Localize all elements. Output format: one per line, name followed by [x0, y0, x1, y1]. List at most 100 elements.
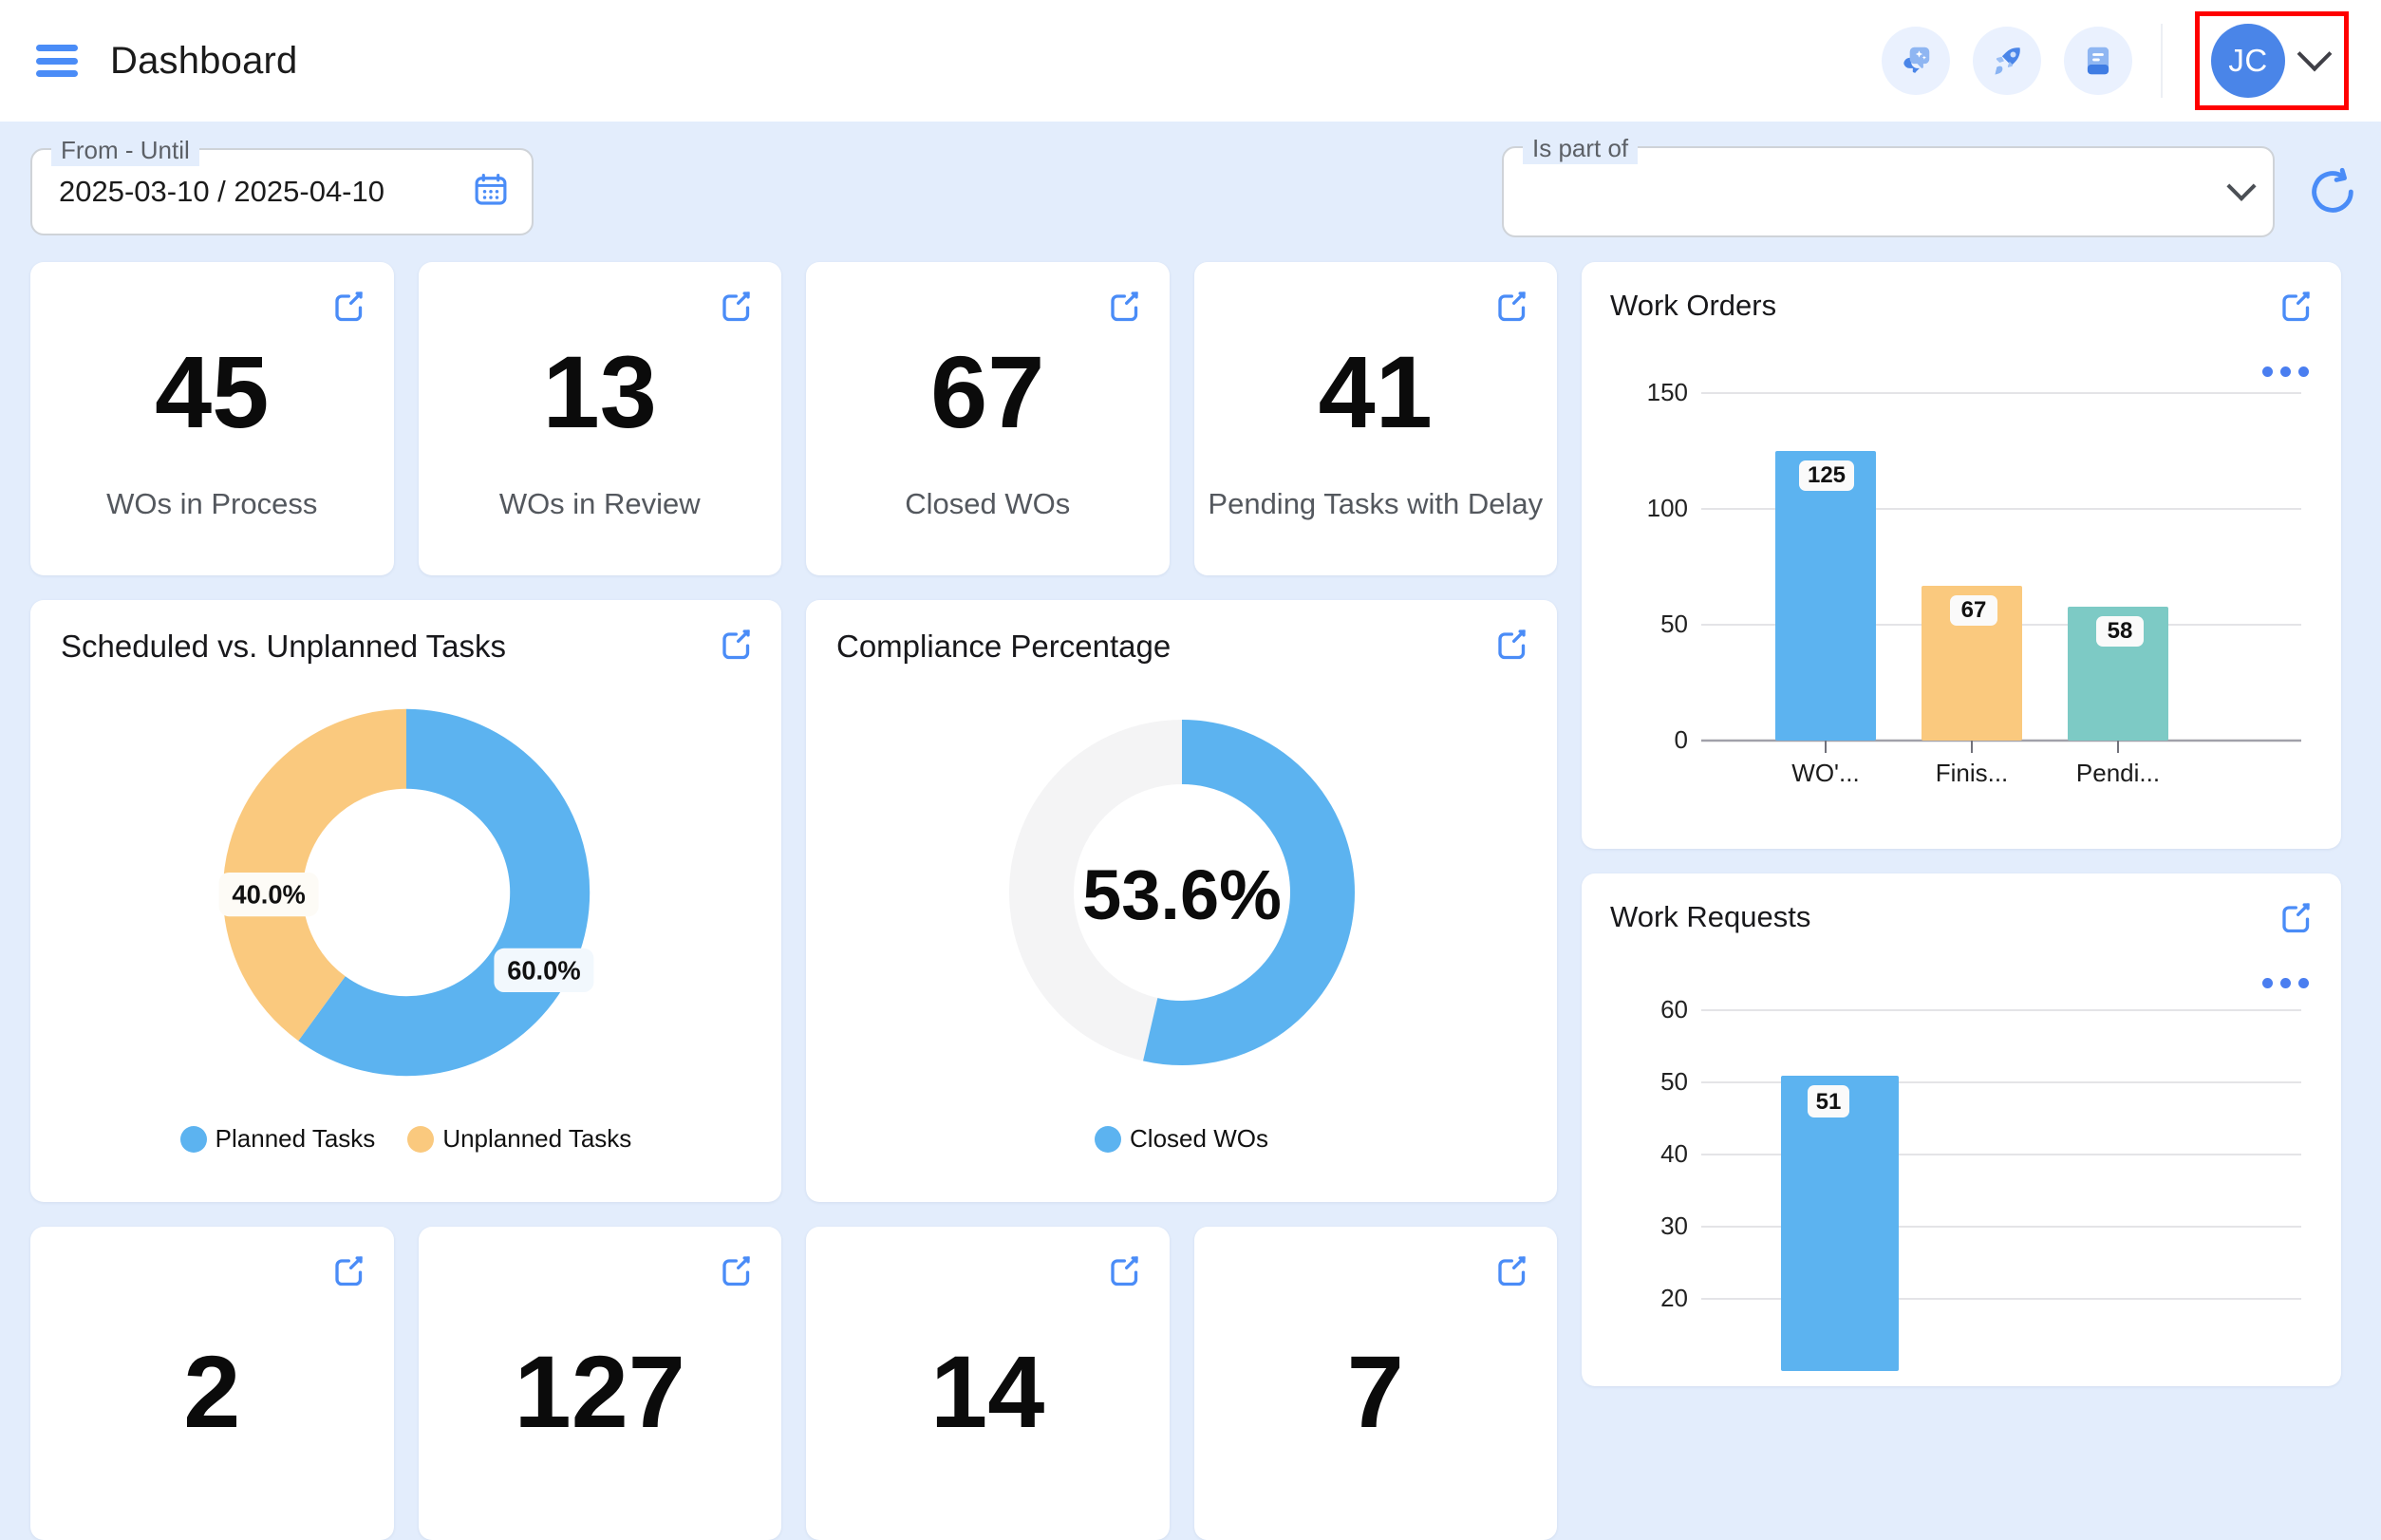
kpi-value: 7	[1346, 1334, 1404, 1449]
hamburger-bar	[36, 45, 78, 51]
svg-text:67: 67	[1961, 597, 1987, 623]
open-external-icon[interactable]	[1105, 287, 1143, 329]
kpi-card[interactable]: 14	[806, 1227, 1170, 1540]
bar-value-label: 125	[1799, 460, 1854, 491]
rocket-icon[interactable]	[1973, 27, 2041, 95]
open-external-icon[interactable]	[717, 625, 755, 667]
kpi-card[interactable]: 45 WOs in Process	[30, 262, 394, 575]
open-external-icon[interactable]	[2277, 898, 2315, 941]
dashboard-main: 45 WOs in Process 13 WOs in Review	[0, 262, 2381, 1540]
work-orders-card: Work Orders 150 100 50 0	[1582, 262, 2341, 849]
scheduled-vs-unplanned-card: Scheduled vs. Unplanned Tasks	[30, 600, 781, 1202]
work-requests-card: Work Requests 60 50 40 30 20	[1582, 873, 2341, 1386]
legend-label: Closed WOs	[1130, 1124, 1268, 1153]
open-external-icon[interactable]	[2277, 287, 2315, 329]
work-orders-bar-chart: 150 100 50 0 125 67 58 WO'...	[1647, 378, 2301, 787]
donut-chart-compliance: 53.6%	[836, 665, 1527, 1120]
kpi-row-bottom: 2 127	[30, 1227, 1557, 1540]
kpi-row-top: 45 WOs in Process 13 WOs in Review	[30, 262, 1557, 575]
chart-row: Scheduled vs. Unplanned Tasks	[30, 600, 1557, 1202]
svg-text:40.0%: 40.0%	[232, 880, 305, 910]
slice-label-planned: 60.0%	[493, 948, 593, 992]
date-range-value: 2025-03-10 / 2025-04-10	[59, 175, 384, 208]
kpi-card[interactable]: 127	[418, 1227, 781, 1540]
hamburger-menu-icon[interactable]	[36, 45, 78, 77]
refresh-button[interactable]	[2305, 164, 2360, 219]
date-range-field[interactable]: From - Until 2025-03-10 / 2025-04-10	[30, 134, 534, 235]
open-external-icon[interactable]	[1492, 1251, 1530, 1294]
y-tick-label: 30	[1660, 1211, 1688, 1240]
kpi-value: 14	[930, 1334, 1045, 1449]
compliance-percentage-card: Compliance Percentage 53.6%	[806, 600, 1557, 1202]
kpi-card[interactable]: 7	[1193, 1227, 1557, 1540]
kpi-label: WOs in Process	[106, 487, 318, 520]
hamburger-bar	[36, 70, 78, 77]
calendar-icon[interactable]	[471, 170, 511, 215]
x-tick-label: Pendi...	[2076, 759, 2160, 787]
bar	[1775, 451, 1876, 741]
is-part-of-wrapper: Is part of	[1502, 132, 2275, 237]
top-bar: Dashboard	[0, 0, 2381, 122]
card-title: Scheduled vs. Unplanned Tasks	[61, 629, 507, 664]
y-tick-label: 20	[1660, 1284, 1688, 1312]
legend-label: Planned Tasks	[215, 1124, 376, 1153]
user-account-menu[interactable]: JC	[2195, 11, 2349, 110]
svg-text:51: 51	[1816, 1089, 1842, 1115]
ai-chat-icon[interactable]	[1882, 27, 1950, 95]
open-external-icon[interactable]	[1492, 625, 1530, 667]
hamburger-bar	[36, 57, 78, 65]
card-title: Compliance Percentage	[836, 629, 1172, 664]
kpi-value: 13	[542, 334, 657, 449]
chevron-down-icon	[2297, 36, 2333, 72]
card-title: Work Orders	[1610, 289, 1777, 322]
is-part-of-select[interactable]: Is part of	[1502, 132, 2275, 237]
is-part-of-label: Is part of	[1523, 132, 1639, 164]
open-external-icon[interactable]	[329, 1251, 367, 1294]
filter-bar: From - Until 2025-03-10 / 2025-04-10 Is …	[0, 122, 2381, 262]
bar-value-label: 67	[1950, 595, 1997, 626]
open-external-icon[interactable]	[717, 1251, 755, 1294]
legend-item[interactable]: Unplanned Tasks	[407, 1124, 631, 1154]
legend-color-swatch	[407, 1125, 435, 1153]
avatar: JC	[2211, 24, 2285, 98]
open-external-icon[interactable]	[329, 287, 367, 329]
card-options-menu-icon[interactable]	[2262, 366, 2309, 377]
kpi-label: WOs in Review	[498, 487, 701, 520]
bar	[1922, 586, 2022, 741]
page-title: Dashboard	[110, 39, 298, 82]
bar	[1781, 1076, 1899, 1371]
compliance-center-value: 53.6%	[1082, 855, 1282, 934]
svg-text:60.0%: 60.0%	[507, 955, 580, 985]
kpi-label: Pending Tasks with Delay	[1208, 487, 1544, 520]
toolbar-divider	[2161, 24, 2163, 98]
top-bar-actions: JC	[1882, 11, 2349, 110]
open-external-icon[interactable]	[717, 287, 755, 329]
donut-chart-scheduled: 40.0% 60.0%	[61, 665, 751, 1120]
kpi-value: 45	[155, 334, 270, 449]
y-tick-label: 40	[1660, 1139, 1688, 1168]
chart-legend: Closed WOs	[836, 1124, 1527, 1154]
dashboard-right-column: Work Orders 150 100 50 0	[1582, 262, 2341, 1540]
y-tick-label: 100	[1647, 494, 1688, 522]
legend-item[interactable]: Closed WOs	[1095, 1124, 1268, 1154]
document-icon[interactable]	[2064, 27, 2132, 95]
kpi-value: 127	[514, 1334, 685, 1449]
y-tick-label: 60	[1660, 995, 1688, 1024]
x-tick-label: Finis...	[1936, 759, 2009, 787]
chevron-down-icon[interactable]	[2226, 171, 2257, 201]
card-options-menu-icon[interactable]	[2262, 978, 2309, 988]
legend-color-swatch	[1095, 1125, 1122, 1153]
kpi-card[interactable]: 2	[30, 1227, 394, 1540]
legend-item[interactable]: Planned Tasks	[179, 1124, 376, 1154]
slice-label-unplanned: 40.0%	[218, 873, 319, 917]
kpi-card[interactable]: 67 Closed WOs	[806, 262, 1170, 575]
kpi-card[interactable]: 41 Pending Tasks with Delay	[1193, 262, 1557, 575]
svg-text:58: 58	[2108, 618, 2133, 644]
kpi-value: 41	[1318, 334, 1433, 449]
open-external-icon[interactable]	[1492, 287, 1530, 329]
kpi-value: 67	[930, 334, 1045, 449]
kpi-card[interactable]: 13 WOs in Review	[418, 262, 781, 575]
card-title: Work Requests	[1610, 900, 1811, 933]
work-requests-bar-chart: 60 50 40 30 20 51	[1660, 995, 2301, 1371]
open-external-icon[interactable]	[1105, 1251, 1143, 1294]
